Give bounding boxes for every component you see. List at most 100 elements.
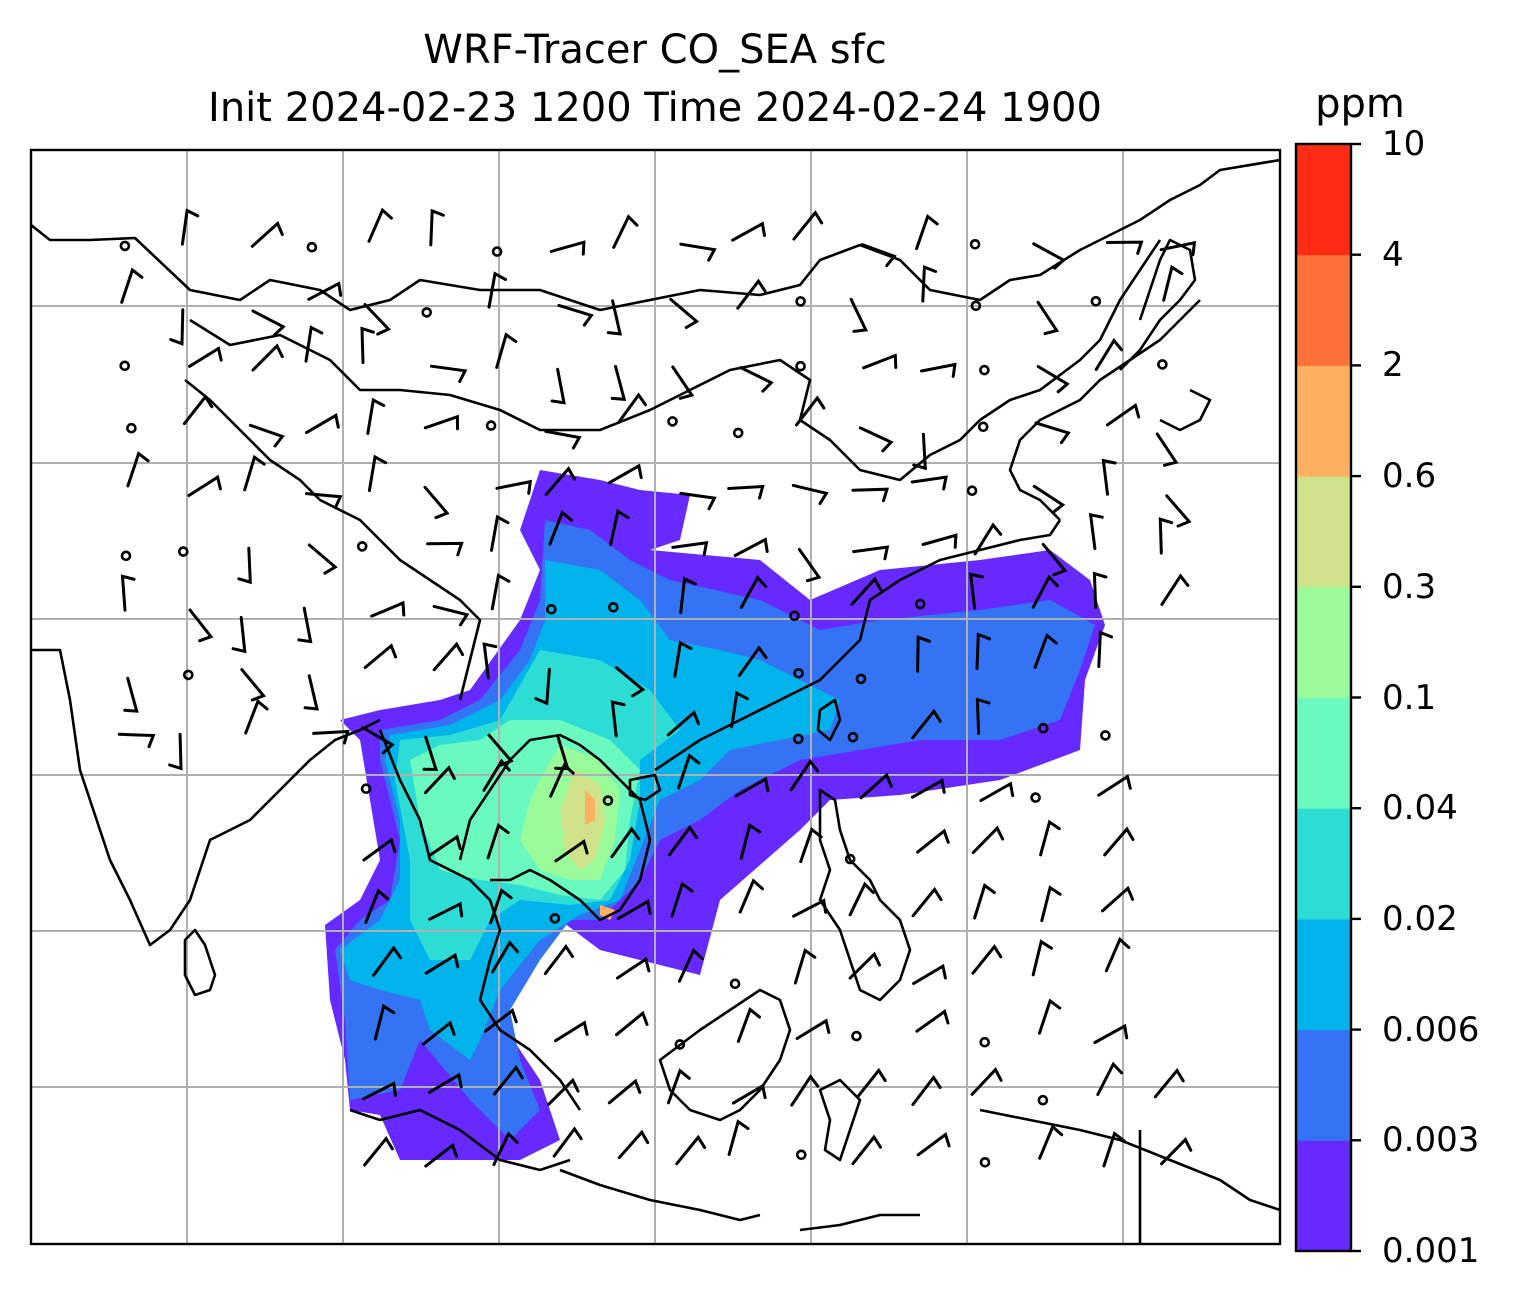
wind-barb — [848, 881, 875, 917]
wind-barb — [1097, 630, 1113, 668]
wind-barb — [251, 309, 286, 337]
wind-barb — [912, 432, 927, 471]
coastline-japan — [1119, 238, 1212, 432]
wind-barb — [544, 429, 582, 450]
wind-barb — [307, 543, 338, 575]
wind-barb — [426, 541, 464, 557]
coastline-india — [31, 648, 381, 947]
wind-barb — [422, 735, 439, 772]
coastlines — [31, 158, 1280, 1244]
wind-barb — [858, 426, 894, 453]
wind-barb — [429, 208, 445, 247]
wind-barb — [1031, 939, 1053, 977]
wind-barb — [790, 1074, 820, 1107]
wind-barb-calm — [1100, 730, 1111, 741]
wind-barb — [495, 332, 518, 369]
wind-barb — [679, 576, 697, 615]
wind-barb — [677, 947, 704, 983]
wind-barb — [169, 308, 185, 346]
wind-barb — [1160, 573, 1190, 606]
wind-barb — [1162, 264, 1184, 302]
wind-barb — [484, 1008, 518, 1033]
wind-barb — [666, 710, 700, 737]
wind-barb — [482, 642, 498, 680]
wind-barb — [852, 545, 890, 561]
wind-barb — [975, 697, 991, 735]
coastline-china-east — [654, 519, 1062, 772]
wind-barb — [367, 207, 393, 243]
wind-barb — [120, 267, 144, 304]
wind-barb — [612, 214, 639, 249]
wind-barb — [361, 726, 395, 755]
wind-barb-calm — [545, 603, 557, 615]
wind-barb — [250, 220, 284, 248]
wind-barb — [188, 608, 214, 643]
wind-barb-calm — [1037, 1094, 1049, 1106]
tracer-concentration-field — [325, 470, 1105, 1160]
wind-barb-calm — [306, 241, 318, 253]
wind-barb — [789, 758, 820, 792]
coastline-borneo — [658, 988, 792, 1122]
wind-barb — [910, 475, 948, 491]
wind-barb-calm — [979, 1157, 991, 1168]
wind-barb — [490, 514, 510, 552]
colorbar-tick-label: 4 — [1382, 234, 1404, 275]
colorbar-segment — [1296, 365, 1351, 477]
wind-barb — [731, 1083, 767, 1105]
wind-barb — [188, 346, 223, 368]
wind-barb-calm — [966, 485, 978, 497]
wind-barb — [610, 364, 627, 401]
wind-barb-calm — [1030, 792, 1041, 803]
wind-barb — [427, 834, 462, 858]
wind-barb — [607, 463, 643, 485]
colorbar-segment — [1296, 254, 1351, 366]
wind-barb — [126, 451, 150, 488]
wind-barb — [1102, 1131, 1126, 1168]
coastline-sulawesi — [818, 1078, 862, 1162]
wind-barb — [915, 1009, 950, 1033]
wind-barb — [797, 548, 822, 583]
border-china-north — [189, 239, 1162, 482]
wind-barb — [669, 297, 700, 329]
wind-barb — [492, 1131, 519, 1167]
wind-barb — [1032, 484, 1066, 514]
colorbar-tick-label: 0.3 — [1382, 566, 1437, 607]
wind-barb — [971, 825, 1005, 854]
wind-barb — [1093, 1023, 1129, 1044]
wind-barb — [970, 1067, 1003, 1096]
wind-barb — [733, 537, 769, 557]
wind-barb — [1104, 936, 1131, 973]
wind-barb — [610, 826, 641, 859]
wind-barb-calm — [729, 978, 741, 990]
wind-barb-calm — [1157, 359, 1168, 370]
wind-barb — [421, 1020, 456, 1046]
wind-barb — [552, 1126, 583, 1158]
wind-barb-calm — [732, 427, 744, 439]
wind-barb — [543, 944, 574, 976]
wind-barb — [120, 574, 136, 612]
wind-barb — [1103, 826, 1135, 857]
wind-barb — [671, 541, 709, 557]
wind-barb — [547, 1077, 580, 1106]
wind-barb — [792, 210, 824, 241]
wind-barb — [859, 772, 893, 800]
wind-barb — [921, 264, 938, 303]
wind-barb — [979, 781, 1015, 802]
wind-barb — [362, 837, 397, 862]
wind-barb — [1039, 819, 1061, 857]
wind-barb — [677, 753, 701, 790]
wind-barb-calm — [667, 416, 678, 427]
wind-barb — [548, 510, 573, 546]
colorbar-segment — [1296, 476, 1351, 588]
wind-barb — [738, 878, 764, 914]
wind-barb — [911, 1074, 942, 1106]
wind-barb — [424, 1142, 459, 1168]
wind-barb — [739, 822, 762, 860]
wind-barb — [231, 616, 247, 654]
wind-barb-calm — [970, 300, 982, 312]
wind-barb — [554, 1020, 589, 1043]
wind-barb-calm — [844, 853, 856, 865]
wind-barb — [734, 776, 770, 798]
wind-barb — [851, 487, 890, 503]
wind-barb — [616, 899, 652, 920]
